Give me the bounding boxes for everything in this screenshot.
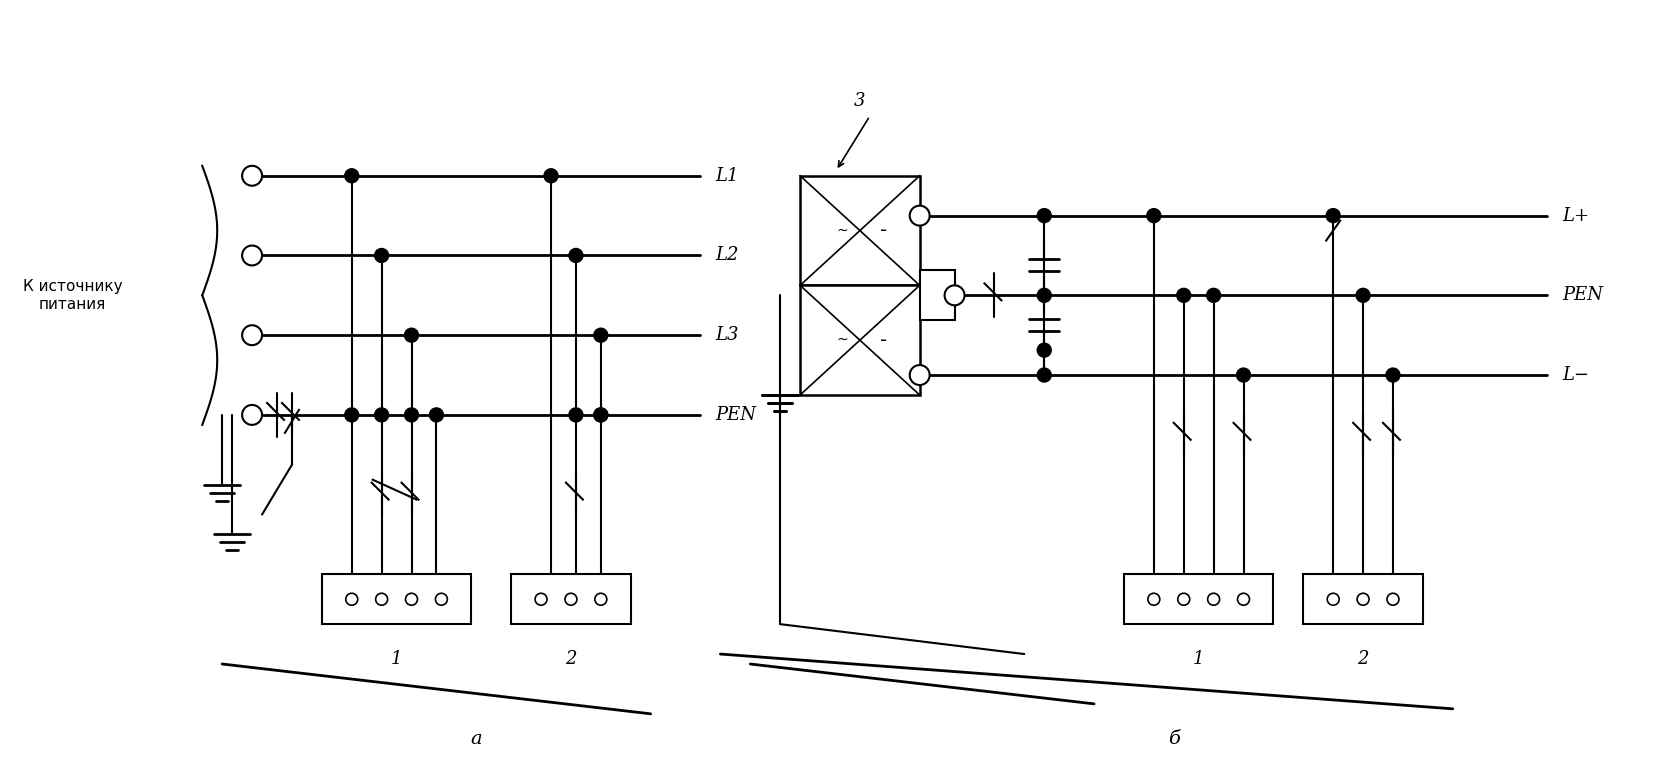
Circle shape [429, 408, 444, 422]
Circle shape [1147, 208, 1160, 222]
Text: б: б [1168, 730, 1180, 748]
Circle shape [1037, 288, 1050, 302]
Text: -: - [881, 221, 888, 240]
Circle shape [1207, 288, 1220, 302]
Circle shape [1386, 368, 1399, 382]
Text: ~: ~ [836, 223, 848, 238]
Circle shape [404, 329, 419, 343]
Circle shape [406, 593, 417, 605]
Circle shape [1237, 368, 1250, 382]
Circle shape [593, 329, 608, 343]
FancyBboxPatch shape [799, 285, 919, 395]
Circle shape [944, 285, 964, 305]
FancyBboxPatch shape [1124, 574, 1273, 624]
Text: L3: L3 [715, 326, 740, 344]
Circle shape [376, 593, 387, 605]
Circle shape [243, 246, 263, 266]
Circle shape [243, 326, 263, 345]
FancyBboxPatch shape [919, 270, 954, 320]
FancyBboxPatch shape [512, 574, 630, 624]
Circle shape [344, 408, 359, 422]
Circle shape [1326, 208, 1340, 222]
Circle shape [374, 408, 389, 422]
Text: -: - [881, 331, 888, 350]
Text: ~: ~ [836, 333, 848, 347]
Text: PEN: PEN [715, 406, 756, 424]
Text: L1: L1 [715, 167, 740, 184]
Text: L2: L2 [715, 246, 740, 264]
Circle shape [1178, 593, 1190, 605]
Text: 2: 2 [1358, 650, 1369, 668]
Circle shape [1037, 208, 1050, 222]
Circle shape [1238, 593, 1250, 605]
Circle shape [404, 408, 419, 422]
Circle shape [568, 249, 583, 263]
Circle shape [1208, 593, 1220, 605]
Text: a: a [470, 730, 482, 748]
Text: L−: L− [1562, 366, 1589, 384]
Circle shape [535, 593, 547, 605]
Circle shape [1037, 343, 1050, 357]
Text: 3: 3 [854, 92, 866, 110]
FancyBboxPatch shape [1303, 574, 1423, 624]
Circle shape [435, 593, 447, 605]
Circle shape [595, 593, 607, 605]
Circle shape [344, 169, 359, 183]
Text: 1: 1 [391, 650, 402, 668]
Circle shape [1358, 593, 1369, 605]
Circle shape [593, 408, 608, 422]
Circle shape [1148, 593, 1160, 605]
Circle shape [1177, 288, 1190, 302]
Text: К источнику
питания: К источнику питания [23, 279, 123, 312]
Circle shape [543, 169, 558, 183]
Circle shape [1328, 593, 1340, 605]
Circle shape [243, 405, 263, 425]
Circle shape [909, 205, 929, 226]
Circle shape [374, 249, 389, 263]
Circle shape [346, 593, 357, 605]
Circle shape [1037, 368, 1050, 382]
Circle shape [593, 408, 608, 422]
Circle shape [909, 365, 929, 385]
Text: PEN: PEN [1562, 286, 1604, 305]
Text: 2: 2 [565, 650, 577, 668]
FancyBboxPatch shape [799, 176, 919, 285]
Circle shape [1388, 593, 1399, 605]
Circle shape [565, 593, 577, 605]
Circle shape [243, 166, 263, 186]
Circle shape [1356, 288, 1369, 302]
Circle shape [568, 408, 583, 422]
Text: L+: L+ [1562, 207, 1589, 225]
Text: 1: 1 [1193, 650, 1205, 668]
FancyBboxPatch shape [322, 574, 472, 624]
